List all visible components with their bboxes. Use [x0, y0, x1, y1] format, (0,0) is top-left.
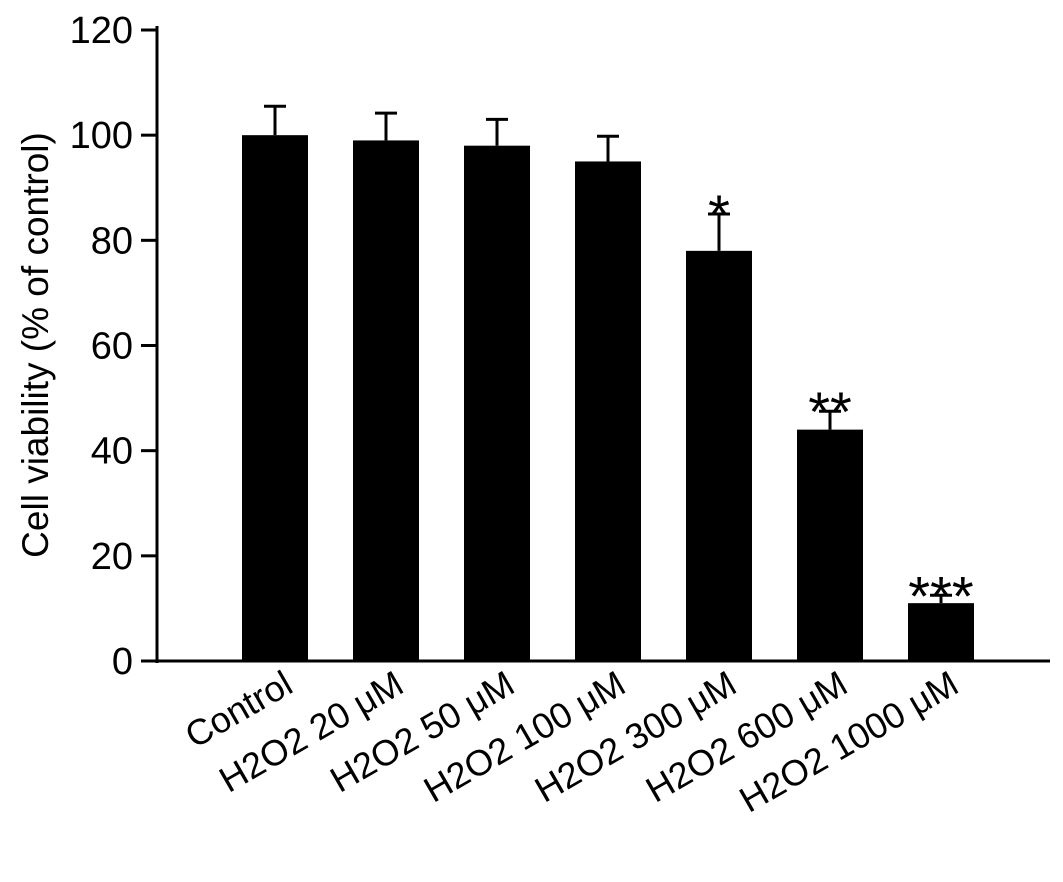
bar	[908, 603, 974, 661]
y-tick-label: 0	[112, 641, 133, 683]
y-tick-label: 40	[91, 431, 133, 473]
significance-label: **	[808, 380, 852, 443]
y-axis: 0 20 40 60 80 100 120	[70, 10, 159, 683]
y-tick-label: 20	[91, 536, 133, 578]
significance-labels-group: ******	[708, 183, 974, 627]
y-tick-label: 80	[91, 220, 133, 262]
significance-label: ***	[908, 564, 973, 627]
significance-label: *	[708, 183, 730, 246]
bar	[797, 429, 863, 661]
error-bars-group	[264, 104, 952, 604]
y-axis-title: Cell viability (% of control)	[15, 132, 56, 558]
bar	[686, 250, 752, 661]
bar	[353, 140, 419, 662]
bar	[464, 145, 530, 661]
y-tick-label: 100	[70, 115, 133, 157]
bars-group	[242, 135, 974, 662]
y-tick-label: 60	[91, 326, 133, 368]
y-tick-label: 120	[70, 10, 133, 52]
bar	[242, 135, 308, 661]
y-axis-title-group: Cell viability (% of control)	[15, 132, 56, 558]
bar	[575, 161, 641, 662]
